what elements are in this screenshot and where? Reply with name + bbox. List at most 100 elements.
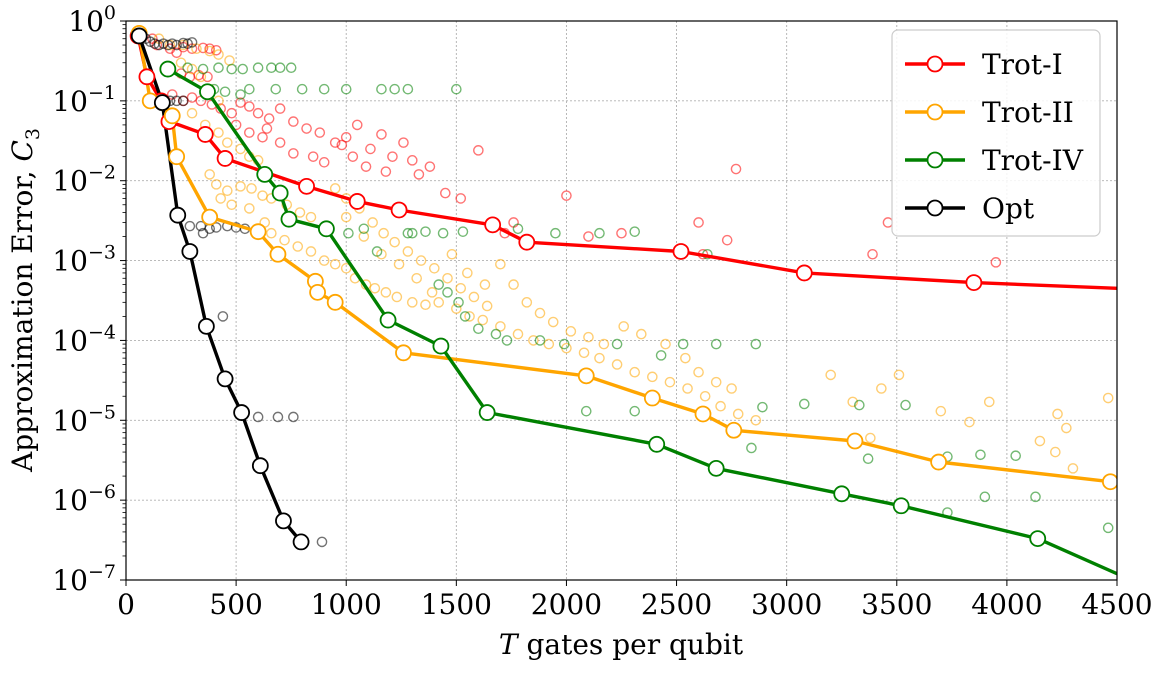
scatter-point-trot-ii — [1067, 463, 1079, 474]
scatter-point-trot-iv — [318, 83, 330, 95]
frontier-marker-opt — [233, 404, 251, 421]
y-tick-label: 10−3 — [52, 242, 116, 278]
scatter-point-trot-ii — [391, 291, 403, 303]
y-axis-ticks: 100 10−1 10−2 10−3 10−4 10−5 10−6 10−7 — [52, 2, 126, 597]
scatter-point-trot-ii — [1061, 422, 1072, 434]
scatter-point-trot-ii — [479, 279, 491, 290]
frontier-marker-trot-ii — [269, 245, 287, 263]
scatter-point-trot-i — [360, 161, 372, 172]
x-tick-label: 3000 — [751, 588, 822, 621]
scatter-point-trot-iv — [900, 399, 911, 411]
legend-marker — [926, 103, 944, 121]
scatter-point-trot-ii — [893, 369, 905, 381]
frontier-marker-trot-ii — [1101, 473, 1117, 491]
frontier-marker-trot-ii — [201, 208, 219, 226]
scatter-point-trot-i — [693, 217, 704, 228]
scatter-point-trot-ii — [340, 263, 352, 274]
scatter-point-trot-ii — [618, 321, 630, 332]
scatter-point-trot-ii — [204, 45, 215, 57]
scatter-point-trot-iv — [757, 401, 768, 413]
scatter-point-trot-i — [387, 151, 398, 162]
frontier-marker-trot-ii — [577, 367, 595, 385]
frontier-marker-trot-iv — [1029, 530, 1047, 547]
scatter-point-opt — [316, 536, 328, 548]
frontier-marker-trot-iv — [478, 404, 496, 421]
scatter-point-trot-ii — [340, 211, 352, 223]
scatter-point-trot-i — [413, 169, 425, 180]
scatter-point-trot-i — [274, 137, 286, 148]
scatter-point-trot-i — [263, 113, 275, 124]
frontier-marker-trot-iv — [256, 165, 274, 183]
scatter-point-opt — [252, 411, 264, 423]
frontier-marker-trot-i — [484, 216, 502, 234]
scatter-point-trot-ii — [495, 321, 506, 332]
legend-label: Trot-IV — [982, 144, 1084, 177]
scatter-point-trot-ii — [378, 227, 389, 239]
scatter-point-opt — [182, 38, 193, 49]
scatter-point-trot-ii — [1102, 392, 1114, 404]
frontier-marker-trot-i — [216, 150, 234, 167]
legend: Trot-I Trot-II Trot-IV Opt — [891, 29, 1101, 237]
scatter-point-trot-iv — [501, 335, 513, 346]
scatter-point-trot-iv — [710, 338, 722, 350]
scatter-point-trot-iv — [389, 83, 400, 95]
scatter-point-trot-ii — [215, 193, 226, 204]
scatter-point-trot-ii — [266, 227, 277, 239]
frontier-marker-trot-ii — [309, 283, 326, 301]
scatter-point-trot-ii — [446, 248, 458, 260]
scatter-point-trot-iv — [437, 227, 449, 239]
scatter-point-trot-ii — [477, 314, 489, 326]
scatter-point-trot-i — [455, 193, 467, 204]
scatter-point-trot-iv — [219, 86, 231, 98]
scatter-point-trot-ii — [451, 303, 462, 314]
scatter-point-opt — [272, 411, 284, 423]
scatter-point-trot-i — [329, 137, 341, 148]
scatter-point-trot-iv — [490, 328, 502, 340]
scatter-point-trot-ii — [693, 366, 704, 378]
scatter-point-trot-iv — [252, 62, 264, 74]
frontier-marker-trot-i — [965, 274, 983, 291]
scatter-point-trot-ii — [1034, 435, 1046, 447]
frontier-marker-trot-i — [348, 193, 366, 210]
scatter-point-trot-ii — [547, 316, 559, 328]
scatter-point-trot-iv — [197, 63, 209, 75]
scatter-point-trot-ii — [358, 231, 370, 242]
scatter-point-trot-iv — [862, 453, 874, 465]
scatter-point-trot-ii — [710, 376, 722, 388]
scatter-point-trot-ii — [235, 181, 246, 192]
scatter-point-trot-i — [318, 157, 330, 168]
legend-label: Trot-II — [982, 96, 1074, 129]
scatter-point-trot-ii — [534, 307, 546, 319]
scatter-point-trot-ii — [715, 400, 726, 412]
scatter-point-trot-ii — [393, 258, 405, 270]
plot-frame — [125, 20, 1118, 581]
x-tick-label: 1000 — [311, 588, 382, 621]
scatter-point-trot-i — [252, 107, 264, 119]
scatter-point-trot-iv — [611, 338, 623, 350]
scatter-point-trot-iv — [358, 223, 370, 235]
scatter-point-trot-iv — [558, 338, 570, 350]
legend-entry-trot-ii: Trot-II — [905, 96, 1074, 129]
scatter-point-trot-iv — [237, 63, 249, 75]
scatter-point-trot-ii — [462, 267, 473, 279]
scatter-point-trot-ii — [420, 299, 431, 311]
scatter-point-trot-i — [440, 187, 451, 199]
scatter-point-opt — [217, 311, 229, 322]
frontier-layer — [129, 24, 1117, 576]
scatter-point-trot-ii — [389, 236, 400, 248]
scatter-point-trot-iv — [459, 311, 471, 322]
frontier-marker-opt — [181, 243, 199, 260]
scatter-point-trot-iv — [285, 62, 297, 74]
scatter-point-trot-ii — [195, 71, 207, 83]
y-tick-label: 100 — [68, 2, 116, 38]
legend-entry-opt: Opt — [905, 192, 1035, 225]
scatter-point-trot-ii — [495, 258, 506, 270]
scatter-point-trot-i — [561, 190, 572, 201]
scatter-point-trot-iv — [451, 83, 462, 95]
scatter-point-trot-i — [288, 116, 299, 127]
scatter-point-trot-ii — [865, 432, 876, 444]
y-tick-label: 10−6 — [52, 481, 116, 517]
scatter-point-trot-iv — [442, 287, 453, 298]
frontier-marker-trot-ii — [846, 432, 864, 450]
scatter-point-opt — [184, 220, 196, 232]
